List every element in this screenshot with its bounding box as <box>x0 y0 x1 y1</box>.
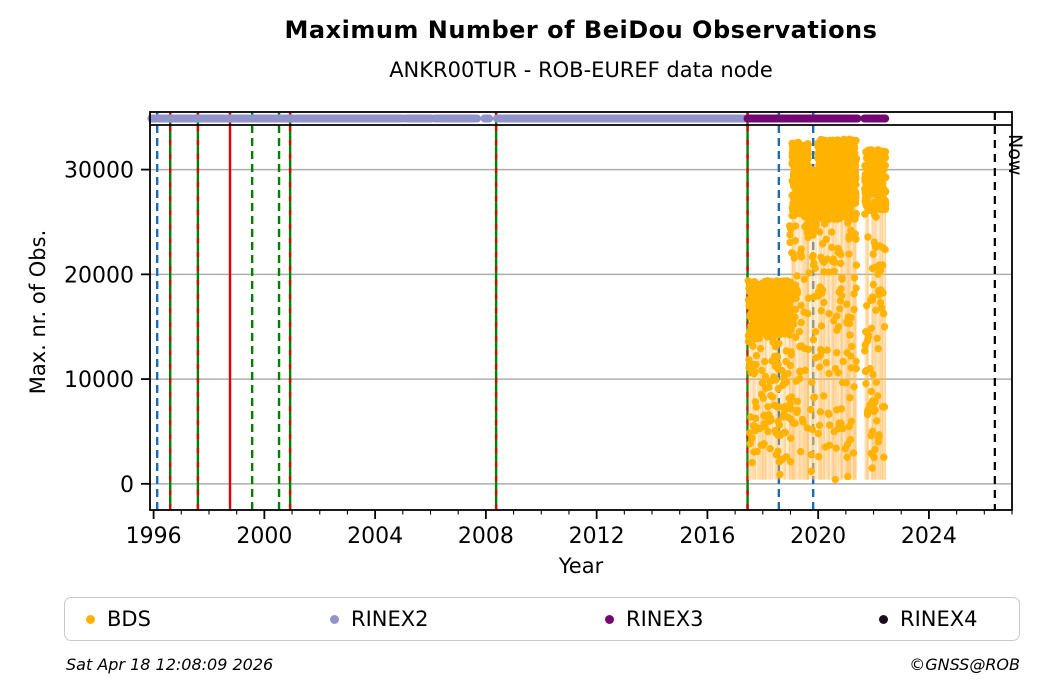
y-tick-labels: 0 10000 20000 30000 <box>64 159 134 498</box>
plot-frame <box>149 111 1013 511</box>
chart-plot-area: Now 1996 2000 2004 2008 2012 2016 2020 2024 0 1000… <box>64 111 1026 549</box>
svg-text:30000: 30000 <box>64 159 134 184</box>
svg-text:2000: 2000 <box>236 524 292 549</box>
y-ticks <box>141 168 150 485</box>
rinex4-marker-icon <box>879 614 888 624</box>
x-ticks <box>152 510 1013 519</box>
legend: BDS RINEX2 RINEX3 RINEX4 <box>64 597 1020 641</box>
copyright-credit: ©GNSS@ROB <box>909 655 1020 674</box>
svg-text:2016: 2016 <box>679 524 735 549</box>
y-axis-label: Max. nr. of Obs. <box>26 229 50 395</box>
legend-item-rinex2: RINEX2 <box>330 607 429 631</box>
x-axis-label: Year <box>558 554 604 578</box>
generation-timestamp: Sat Apr 18 12:08:09 2026 <box>66 655 274 674</box>
legend-item-bds: BDS <box>86 607 151 631</box>
event-lines <box>155 112 815 510</box>
legend-item-rinex4: RINEX4 <box>879 607 978 631</box>
bds-points <box>744 135 890 484</box>
svg-text:0: 0 <box>120 473 134 498</box>
rinex2-marker-icon <box>330 614 339 624</box>
legend-label-bds: BDS <box>107 607 151 631</box>
legend-label-rinex4: RINEX4 <box>900 607 978 631</box>
svg-text:Now: Now <box>1004 134 1026 175</box>
svg-text:2004: 2004 <box>347 524 403 549</box>
svg-text:2008: 2008 <box>458 524 514 549</box>
svg-text:2012: 2012 <box>569 524 625 549</box>
svg-text:2020: 2020 <box>790 524 846 549</box>
svg-text:2024: 2024 <box>901 524 957 549</box>
legend-label-rinex3: RINEX3 <box>626 607 704 631</box>
legend-label-rinex2: RINEX2 <box>351 607 429 631</box>
bds-marker-icon <box>86 614 95 624</box>
now-label: Now <box>1004 134 1026 175</box>
x-tick-labels: 1996 2000 2004 2008 2012 2016 2020 2024 <box>126 524 957 549</box>
page-subtitle: ANKR00TUR - ROB-EUREF data node <box>389 58 773 82</box>
svg-text:10000: 10000 <box>64 368 134 393</box>
rinex3-marker-icon <box>605 614 614 624</box>
page-title: Maximum Number of BeiDou Observations <box>284 16 878 44</box>
legend-item-rinex3: RINEX3 <box>605 607 704 631</box>
svg-text:1996: 1996 <box>126 524 182 549</box>
svg-text:20000: 20000 <box>64 263 134 288</box>
